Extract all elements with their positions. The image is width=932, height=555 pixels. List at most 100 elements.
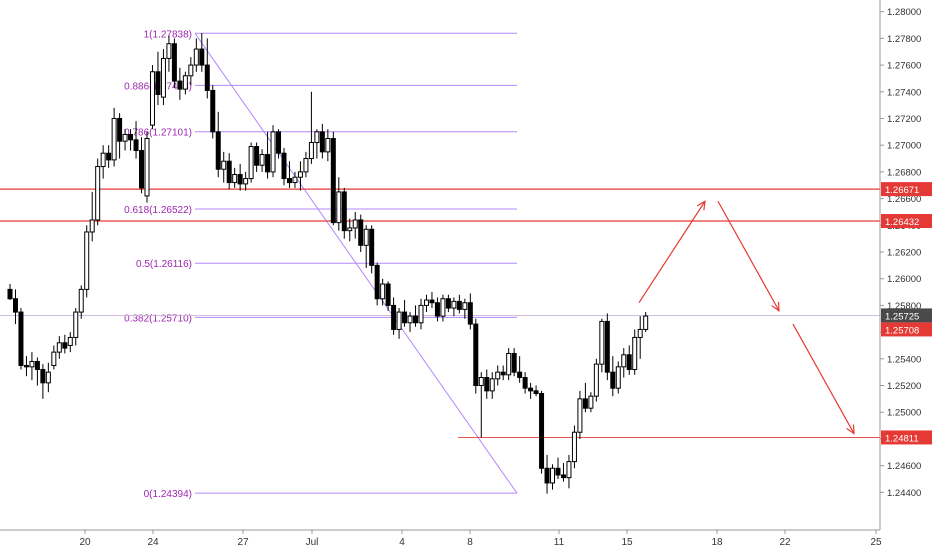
candle-body — [188, 64, 194, 77]
y-tick-label: 1.27000 — [887, 141, 921, 152]
candle-body — [500, 371, 506, 376]
candle — [210, 85, 216, 139]
candle — [440, 294, 446, 322]
candle — [237, 163, 243, 191]
candle — [462, 298, 468, 319]
candle-body — [484, 376, 490, 392]
candle — [610, 356, 616, 397]
level-price-tag: 1.25708 — [881, 322, 932, 337]
candle — [182, 71, 188, 95]
candle-body — [319, 131, 325, 153]
candle-body — [550, 467, 556, 484]
x-tick-label: 15 — [621, 537, 633, 548]
candle-body — [100, 152, 106, 168]
candle-body — [117, 117, 123, 142]
candle-body — [276, 131, 282, 154]
candle-body — [632, 336, 638, 370]
fib-trend-line — [194, 33, 518, 494]
candle-body — [281, 152, 287, 180]
candle — [423, 294, 429, 313]
candle — [155, 51, 161, 106]
candle — [128, 129, 134, 151]
y-tick-label: 1.26800 — [887, 167, 921, 178]
candle — [621, 348, 627, 378]
candle — [363, 225, 369, 269]
candle — [336, 177, 342, 231]
x-tick-label: 24 — [147, 537, 159, 548]
fibonacci-retracement[interactable]: 1(1.27838)0.886(1.27448)0.786(1.27101)0.… — [124, 29, 518, 500]
candle-body — [369, 228, 375, 266]
candle-body — [588, 395, 594, 409]
candle — [473, 318, 479, 394]
y-tick-label: 1.24400 — [887, 488, 921, 499]
candle — [122, 129, 128, 151]
candle — [385, 281, 391, 311]
candle-body — [270, 131, 276, 173]
candle-body — [352, 219, 358, 229]
candle — [45, 362, 51, 393]
candle-body — [643, 315, 649, 330]
candle — [106, 145, 112, 168]
candle-body — [139, 150, 145, 189]
candle-body — [473, 323, 479, 387]
candle-body — [456, 300, 462, 310]
level-price-tag-text: 1.24811 — [885, 433, 919, 444]
level-price-tag-bg — [881, 214, 932, 229]
candle — [418, 298, 424, 330]
candle-body — [144, 138, 150, 197]
candle-body — [407, 315, 413, 324]
candle-body — [423, 299, 429, 306]
candle-body — [232, 174, 238, 184]
y-tick-label: 1.27800 — [887, 34, 921, 45]
candle-body — [555, 467, 561, 476]
candle-body — [599, 320, 605, 365]
candle-body — [23, 364, 29, 368]
candle — [615, 361, 621, 394]
candle — [478, 372, 484, 438]
candle — [215, 111, 221, 178]
candle-body — [303, 158, 309, 173]
candle-body — [528, 387, 534, 392]
y-tick-label: 1.25800 — [887, 301, 921, 312]
x-tick-label: 4 — [399, 537, 405, 548]
candle — [193, 38, 199, 72]
level-price-tag-bg — [881, 182, 932, 197]
candle — [254, 142, 260, 172]
candle — [330, 131, 336, 226]
candle — [12, 289, 18, 325]
candle — [369, 225, 375, 274]
candle-body — [210, 89, 216, 133]
fib-level-label: 0(1.24394) — [144, 489, 192, 500]
candle — [78, 285, 84, 319]
forecast-arrow-shaft — [792, 323, 855, 434]
level-price-tag-text: 1.26432 — [885, 217, 919, 228]
candle-body — [199, 48, 205, 66]
candle — [117, 113, 123, 159]
fib-level-label: 0.5(1.26116) — [136, 259, 192, 270]
candle-body — [571, 431, 577, 463]
candle — [292, 171, 298, 188]
candle — [248, 142, 254, 183]
candle-body — [314, 131, 320, 144]
candle — [303, 151, 309, 178]
forecast-arrows[interactable] — [638, 200, 855, 435]
candle-body — [56, 342, 62, 353]
candle — [7, 284, 13, 301]
candle-body — [292, 176, 298, 184]
candle-body — [254, 146, 260, 166]
candle — [413, 305, 419, 327]
fib-level-label: 0.786(1.27101) — [124, 128, 192, 139]
candle — [133, 121, 139, 159]
candle-body — [226, 160, 232, 184]
candle-body — [615, 366, 621, 389]
candle-body — [215, 131, 221, 170]
candle — [495, 365, 501, 386]
candle — [166, 35, 172, 72]
candle — [506, 348, 512, 381]
candle-body — [467, 302, 473, 325]
candle-body — [204, 64, 210, 91]
y-tick-label: 1.28000 — [887, 7, 921, 18]
candle — [199, 33, 205, 72]
candle — [226, 153, 232, 190]
candle — [347, 218, 353, 242]
